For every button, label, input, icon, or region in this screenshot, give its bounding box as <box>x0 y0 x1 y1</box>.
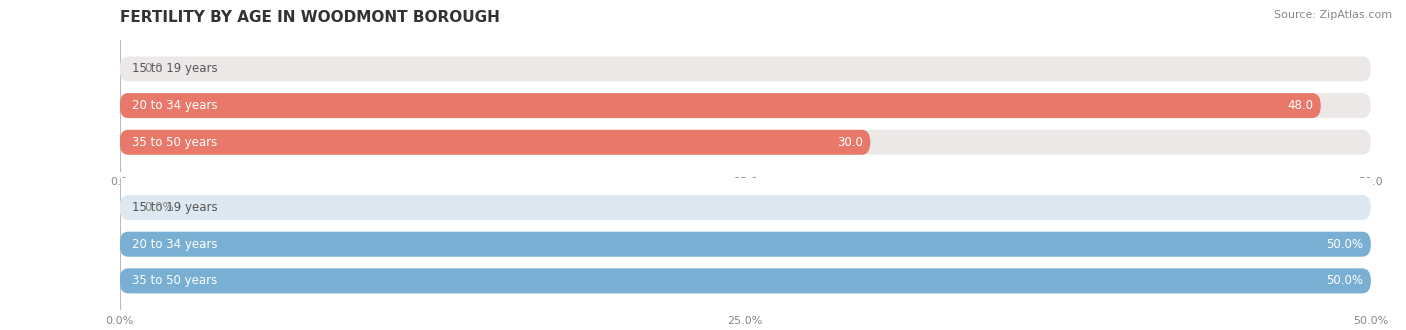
FancyBboxPatch shape <box>120 268 1371 293</box>
FancyBboxPatch shape <box>120 93 1371 118</box>
Text: 30.0: 30.0 <box>837 136 863 149</box>
Text: 35 to 50 years: 35 to 50 years <box>132 136 218 149</box>
FancyBboxPatch shape <box>120 130 1371 155</box>
FancyBboxPatch shape <box>120 232 1371 257</box>
FancyBboxPatch shape <box>120 268 1371 293</box>
Text: 15 to 19 years: 15 to 19 years <box>132 62 218 76</box>
Text: 20 to 34 years: 20 to 34 years <box>132 238 218 251</box>
FancyBboxPatch shape <box>120 56 1371 82</box>
Text: 50.0%: 50.0% <box>1326 274 1364 287</box>
Text: Source: ZipAtlas.com: Source: ZipAtlas.com <box>1274 10 1392 20</box>
Text: 15 to 19 years: 15 to 19 years <box>132 201 218 214</box>
Text: FERTILITY BY AGE IN WOODMONT BOROUGH: FERTILITY BY AGE IN WOODMONT BOROUGH <box>120 10 499 25</box>
FancyBboxPatch shape <box>120 93 1320 118</box>
Text: 48.0: 48.0 <box>1288 99 1313 112</box>
Text: 0.0%: 0.0% <box>145 201 174 214</box>
Text: 20 to 34 years: 20 to 34 years <box>132 99 218 112</box>
FancyBboxPatch shape <box>120 232 1371 257</box>
FancyBboxPatch shape <box>120 195 1371 220</box>
Text: 0.0: 0.0 <box>145 62 163 76</box>
Text: 35 to 50 years: 35 to 50 years <box>132 274 218 287</box>
FancyBboxPatch shape <box>120 130 870 155</box>
Text: 50.0%: 50.0% <box>1326 238 1364 251</box>
